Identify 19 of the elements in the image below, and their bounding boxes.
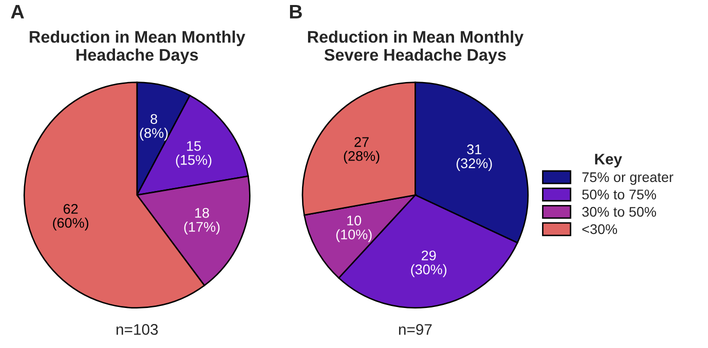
data-label: 62 (60%): [52, 204, 88, 231]
data-label: 29 (30%): [411, 250, 446, 278]
legend-title: Key: [595, 154, 622, 168]
data-label: 18 (17%): [184, 208, 220, 235]
legend-label: 75% or greater: [582, 172, 674, 185]
data-label: 27 (28%): [344, 137, 380, 164]
text: n=103: [116, 324, 158, 335]
data-label: 8 (8%): [140, 114, 168, 141]
legend-label: <30%: [582, 224, 618, 234]
text: n=97: [399, 324, 432, 335]
data-label: 10 (10%): [336, 216, 372, 242]
data-label: 31 (32%): [456, 144, 492, 171]
text: B: [290, 4, 302, 18]
legend-label: 30% to 50%: [582, 206, 656, 217]
legend-label: 50% to 75%: [582, 190, 656, 200]
text: A: [10, 4, 24, 18]
chart-title: Reduction in Mean Monthly Headache Days: [30, 30, 246, 64]
data-label: 15 (15%): [176, 141, 212, 168]
chart-title: Reduction in Mean Monthly Severe Headache Days: [308, 30, 524, 64]
